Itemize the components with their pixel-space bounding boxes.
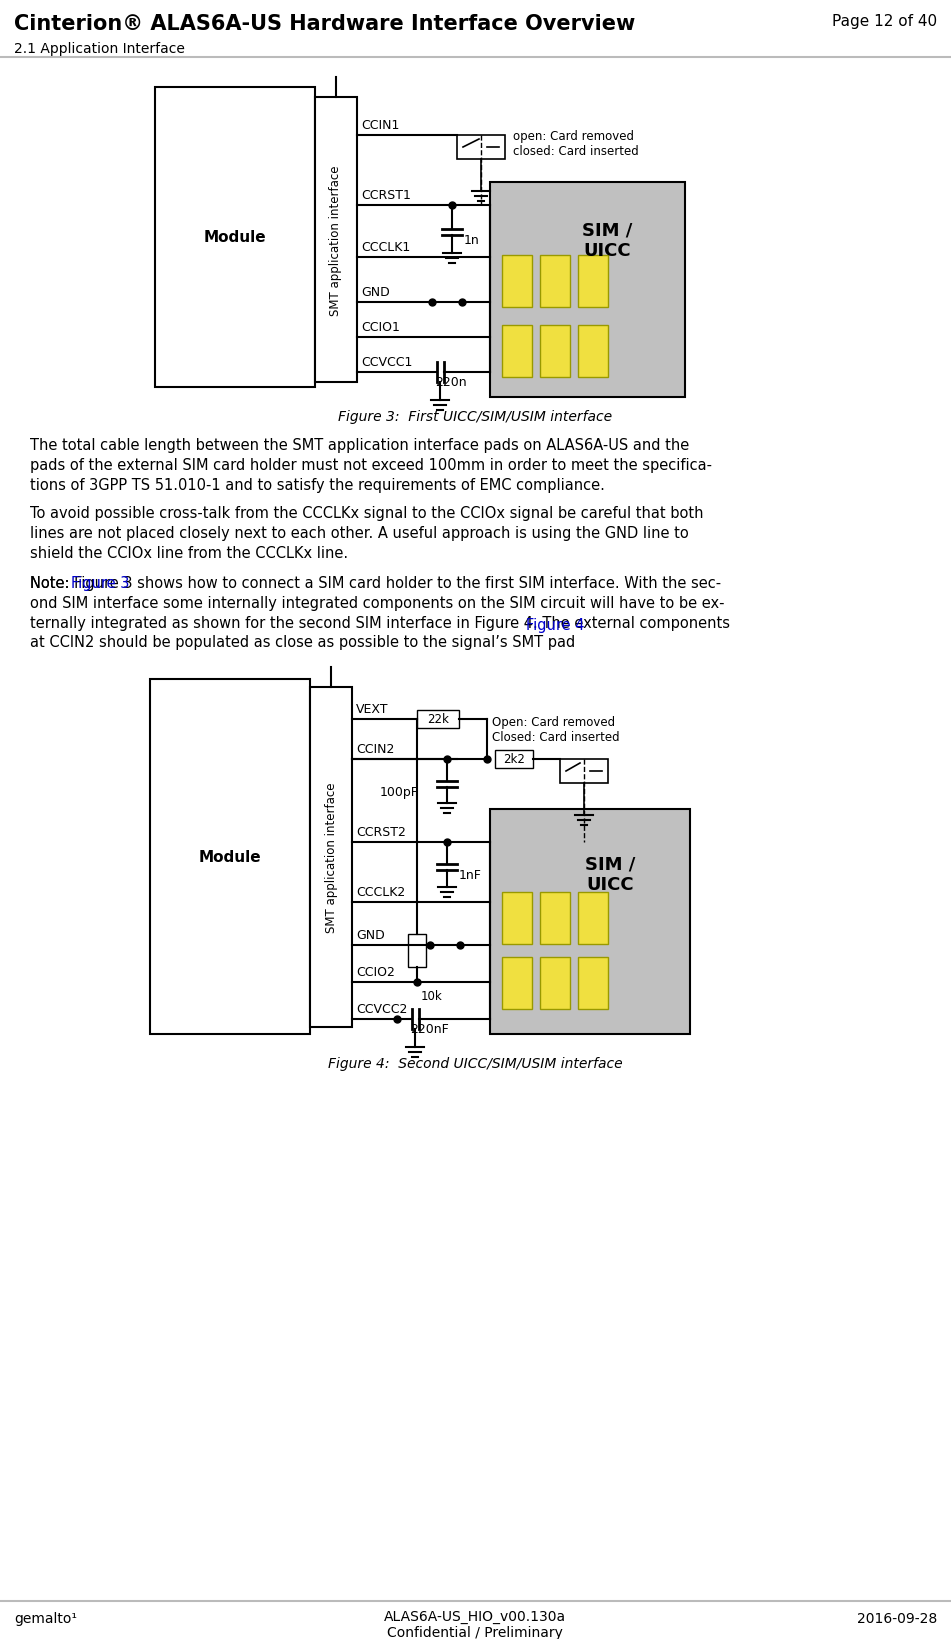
Text: GND: GND [356, 928, 385, 941]
Text: CCRST2: CCRST2 [356, 826, 406, 839]
Bar [502, 256, 532, 308]
Bar [490, 810, 690, 1034]
Bar [540, 256, 570, 308]
Text: 100pF: 100pF [380, 787, 419, 798]
Bar [502, 893, 532, 944]
Text: CCIO2: CCIO2 [356, 965, 395, 978]
Text: CCRST1: CCRST1 [361, 188, 411, 202]
Text: Confidential / Preliminary: Confidential / Preliminary [387, 1624, 563, 1639]
Bar [540, 957, 570, 1010]
Text: SIM /
UICC: SIM / UICC [582, 221, 632, 261]
Text: SMT application interface: SMT application interface [324, 782, 338, 933]
Text: The total cable length between the SMT application interface pads on ALAS6A-US a: The total cable length between the SMT a… [30, 438, 712, 492]
Text: Page 12 of 40: Page 12 of 40 [832, 15, 937, 30]
Bar [560, 759, 608, 783]
Text: Figure 4: Figure 4 [526, 618, 585, 633]
Text: 1n: 1n [464, 233, 479, 246]
Text: SMT application interface: SMT application interface [329, 166, 342, 316]
Text: CCIN2: CCIN2 [356, 742, 395, 756]
Bar [155, 89, 315, 388]
Bar [578, 957, 608, 1010]
Bar [490, 184, 685, 398]
Text: Note:: Note: [30, 575, 74, 590]
Text: CCIN1: CCIN1 [361, 120, 399, 131]
Text: VEXT: VEXT [356, 703, 389, 716]
Bar [315, 98, 357, 384]
Text: gemalto¹: gemalto¹ [14, 1611, 77, 1624]
Bar [502, 957, 532, 1010]
Bar [540, 893, 570, 944]
Text: Module: Module [204, 231, 266, 246]
Bar [457, 136, 505, 161]
Text: Figure 4:  Second UICC/SIM/USIM interface: Figure 4: Second UICC/SIM/USIM interface [328, 1057, 622, 1070]
Text: Note: Figure 3 shows how to connect a SIM card holder to the first SIM interface: Note: Figure 3 shows how to connect a SI… [30, 575, 730, 651]
Text: 2016-09-28: 2016-09-28 [857, 1611, 937, 1624]
Text: Module: Module [199, 849, 262, 864]
Bar [578, 256, 608, 308]
Text: GND: GND [361, 285, 390, 298]
Text: 2k2: 2k2 [503, 752, 525, 765]
Text: CCCLK1: CCCLK1 [361, 241, 410, 254]
Text: 10k: 10k [421, 990, 443, 1003]
Text: ALAS6A-US_HIO_v00.130a: ALAS6A-US_HIO_v00.130a [384, 1609, 566, 1623]
Text: 1nF: 1nF [459, 869, 482, 882]
Text: Figure 3:  First UICC/SIM/USIM interface: Figure 3: First UICC/SIM/USIM interface [338, 410, 612, 425]
Text: CCCLK2: CCCLK2 [356, 885, 405, 898]
Text: 220nF: 220nF [410, 1023, 449, 1036]
Bar [310, 688, 352, 1028]
Bar [540, 326, 570, 377]
Bar [408, 934, 426, 967]
Text: CCVCC1: CCVCC1 [361, 356, 413, 369]
Text: Open: Card removed
Closed: Card inserted: Open: Card removed Closed: Card inserted [492, 716, 620, 744]
Text: Figure 3: Figure 3 [71, 575, 129, 590]
Text: 220n: 220n [435, 375, 467, 388]
Text: Cinterion® ALAS6A-US Hardware Interface Overview: Cinterion® ALAS6A-US Hardware Interface … [14, 15, 635, 34]
Text: To avoid possible cross-talk from the CCCLKx signal to the CCIOx signal be caref: To avoid possible cross-talk from the CC… [30, 506, 704, 561]
Bar [495, 751, 533, 769]
Bar [578, 893, 608, 944]
Text: open: Card removed
closed: Card inserted: open: Card removed closed: Card inserted [513, 129, 639, 157]
Bar [417, 711, 459, 729]
Text: CCVCC2: CCVCC2 [356, 1003, 407, 1016]
Text: 2.1 Application Interface: 2.1 Application Interface [14, 43, 184, 56]
Bar [578, 326, 608, 377]
Text: CCIO1: CCIO1 [361, 321, 399, 334]
Text: 22k: 22k [427, 713, 449, 726]
Bar [150, 680, 310, 1034]
Bar [502, 326, 532, 377]
Text: SIM /
UICC: SIM / UICC [585, 856, 635, 893]
